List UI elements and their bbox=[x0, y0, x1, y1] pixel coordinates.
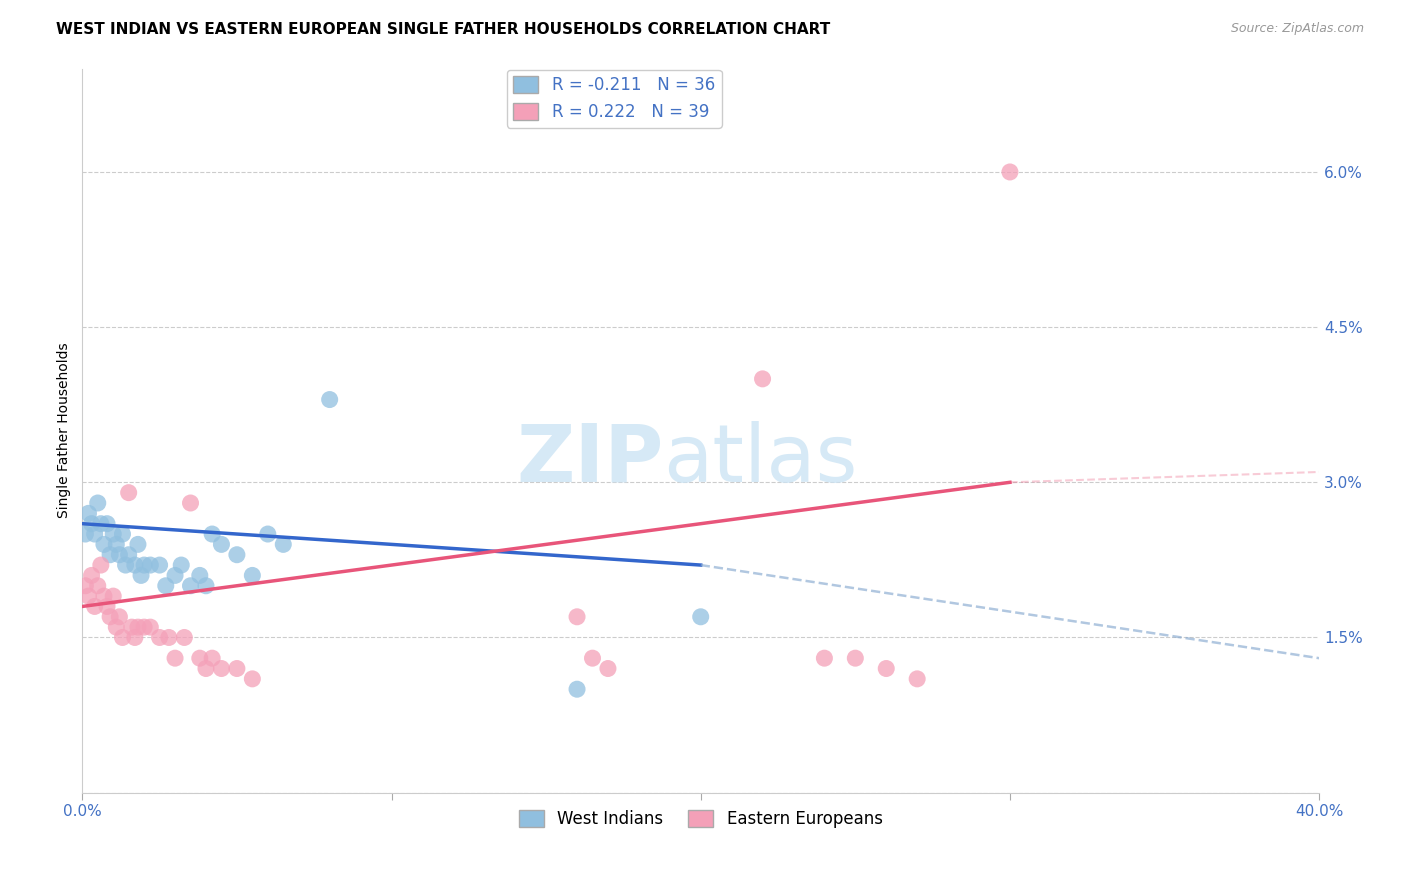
Point bbox=[124, 631, 146, 645]
Point bbox=[96, 516, 118, 531]
Point bbox=[180, 579, 202, 593]
Point bbox=[194, 579, 217, 593]
Point bbox=[751, 372, 773, 386]
Point bbox=[188, 651, 211, 665]
Point bbox=[90, 516, 112, 531]
Point bbox=[155, 579, 177, 593]
Text: atlas: atlas bbox=[664, 420, 858, 499]
Point bbox=[201, 527, 224, 541]
Point bbox=[127, 620, 149, 634]
Point bbox=[111, 631, 134, 645]
Point bbox=[93, 537, 115, 551]
Point bbox=[105, 620, 128, 634]
Point bbox=[318, 392, 340, 407]
Point bbox=[149, 558, 172, 572]
Point bbox=[581, 651, 603, 665]
Point bbox=[240, 672, 263, 686]
Legend: West Indians, Eastern Europeans: West Indians, Eastern Europeans bbox=[512, 804, 889, 835]
Point bbox=[271, 537, 294, 551]
Point bbox=[596, 661, 619, 675]
Point bbox=[77, 589, 100, 603]
Point bbox=[689, 609, 711, 624]
Text: Source: ZipAtlas.com: Source: ZipAtlas.com bbox=[1230, 22, 1364, 36]
Point bbox=[240, 568, 263, 582]
Point bbox=[90, 558, 112, 572]
Point bbox=[905, 672, 928, 686]
Point bbox=[170, 558, 193, 572]
Point bbox=[111, 527, 134, 541]
Point bbox=[103, 589, 125, 603]
Point bbox=[98, 609, 121, 624]
Point bbox=[165, 651, 187, 665]
Point bbox=[813, 651, 835, 665]
Point bbox=[209, 537, 232, 551]
Text: WEST INDIAN VS EASTERN EUROPEAN SINGLE FATHER HOUSEHOLDS CORRELATION CHART: WEST INDIAN VS EASTERN EUROPEAN SINGLE F… bbox=[56, 22, 831, 37]
Point bbox=[108, 609, 131, 624]
Point bbox=[134, 558, 156, 572]
Text: ZIP: ZIP bbox=[516, 420, 664, 499]
Point bbox=[87, 496, 110, 510]
Point bbox=[118, 485, 141, 500]
Point bbox=[124, 558, 146, 572]
Point bbox=[180, 496, 202, 510]
Point bbox=[194, 661, 217, 675]
Point bbox=[114, 558, 136, 572]
Point bbox=[157, 631, 180, 645]
Y-axis label: Single Father Households: Single Father Households bbox=[58, 343, 72, 518]
Point bbox=[83, 527, 105, 541]
Point bbox=[105, 537, 128, 551]
Point bbox=[129, 568, 152, 582]
Point bbox=[103, 527, 125, 541]
Point bbox=[225, 661, 247, 675]
Point bbox=[118, 548, 141, 562]
Point bbox=[121, 620, 143, 634]
Point bbox=[875, 661, 897, 675]
Point bbox=[565, 682, 588, 697]
Point bbox=[201, 651, 224, 665]
Point bbox=[127, 537, 149, 551]
Point bbox=[173, 631, 195, 645]
Point bbox=[75, 527, 97, 541]
Point bbox=[256, 527, 278, 541]
Point bbox=[149, 631, 172, 645]
Point bbox=[139, 620, 162, 634]
Point bbox=[139, 558, 162, 572]
Point bbox=[998, 165, 1021, 179]
Point bbox=[98, 548, 121, 562]
Point bbox=[165, 568, 187, 582]
Point bbox=[134, 620, 156, 634]
Point bbox=[87, 579, 110, 593]
Point bbox=[108, 548, 131, 562]
Point bbox=[565, 609, 588, 624]
Point bbox=[844, 651, 866, 665]
Point bbox=[188, 568, 211, 582]
Point bbox=[96, 599, 118, 614]
Point bbox=[225, 548, 247, 562]
Point bbox=[77, 506, 100, 520]
Point bbox=[83, 599, 105, 614]
Point bbox=[93, 589, 115, 603]
Point bbox=[75, 579, 97, 593]
Point bbox=[80, 516, 103, 531]
Point bbox=[80, 568, 103, 582]
Point bbox=[209, 661, 232, 675]
